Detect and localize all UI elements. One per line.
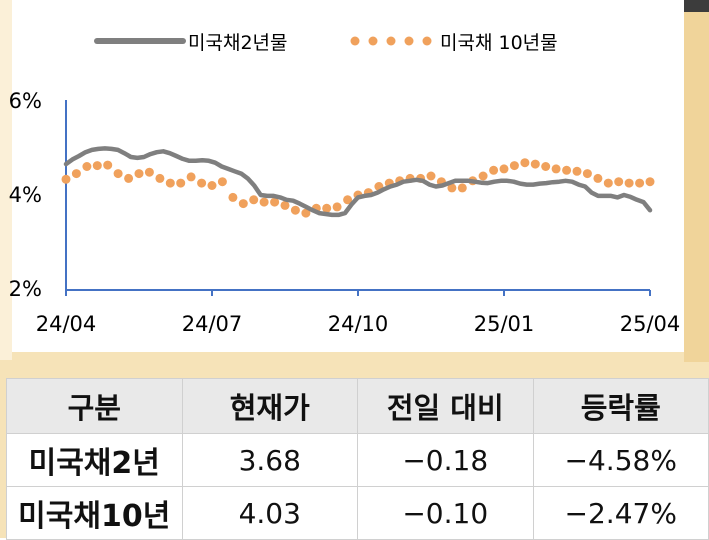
legend-swatch-10y (350, 36, 432, 46)
row-change: −0.10 (357, 486, 534, 540)
series-10y-point (447, 183, 457, 193)
series-10y-point (197, 178, 207, 188)
legend-dot (422, 36, 432, 46)
series-10y-point (124, 173, 134, 183)
series-10y-point (624, 178, 634, 188)
table-row: 미국채10년 4.03 −0.10 −2.47% (6, 486, 709, 540)
series-10y-point (71, 169, 81, 179)
header-price: 현재가 (181, 378, 358, 434)
series-10y-point (176, 178, 186, 188)
y-tick-label: 4% (9, 183, 42, 207)
x-tick-label: 24/10 (328, 312, 389, 336)
series-10y-point (92, 161, 102, 171)
chart-legend: 미국채2년물 미국채 10년물 (94, 32, 558, 54)
chart-panel (12, 0, 684, 352)
x-tick-marks (65, 290, 651, 296)
series-10y-point (457, 183, 467, 193)
legend-dot (368, 36, 378, 46)
plot-area (61, 146, 655, 218)
series-10y-point (61, 174, 71, 184)
row-name: 미국채2년 (6, 433, 183, 487)
series-10y-point (541, 162, 551, 171)
x-tick-label: 24/07 (182, 312, 243, 336)
series-10y-point (426, 171, 436, 181)
x-tick-label: 24/04 (36, 312, 97, 336)
series-10y-point (635, 178, 645, 188)
series-10y-point (134, 169, 144, 179)
series-10y-point (155, 173, 165, 183)
series-10y-point (645, 177, 655, 187)
series-10y-point (144, 167, 154, 177)
table-row: 미국채2년 3.68 −0.18 −4.58% (6, 433, 709, 487)
series-10y-point (165, 178, 175, 188)
series-10y-point (322, 203, 332, 213)
corner-strip (684, 0, 709, 12)
series-10y-point (82, 162, 92, 171)
series-10y-point (572, 166, 582, 176)
series-10y-point (217, 177, 227, 187)
series-10y-point (562, 165, 572, 175)
yield-quote-table: 구분 현재가 전일 대비 등락률 미국채2년 3.68 −0.18 −4.58%… (6, 378, 709, 540)
header-category: 구분 (6, 378, 183, 434)
treasury-yield-chart: 미국채2년물 미국채 10년물 6% 4% 2% 24/04 24/07 24/… (9, 32, 681, 336)
series-10y-point (520, 158, 530, 168)
series-10y-point (290, 205, 300, 215)
series-10y-point (509, 161, 519, 171)
series-10y-point (603, 178, 613, 188)
series-10y-point (593, 173, 603, 183)
series-10y-point (103, 160, 113, 170)
frame-right-edge (684, 12, 709, 362)
series-10y-point (530, 159, 540, 169)
row-rate: −2.47% (532, 486, 709, 540)
row-price: 4.03 (181, 486, 358, 540)
y-tick-label: 2% (9, 277, 42, 301)
series-10y-point (478, 171, 488, 181)
series-10y-point (113, 169, 123, 179)
series-10y-point (228, 192, 238, 202)
series-10y-point (238, 199, 248, 209)
legend-label-10y: 미국채 10년물 (440, 32, 558, 54)
legend-dot (404, 36, 414, 46)
legend-label-2y: 미국채2년물 (188, 32, 288, 54)
series-10y-point (614, 177, 624, 187)
legend-dot (350, 36, 360, 46)
series-10y-point (489, 165, 499, 175)
series-10y-point (551, 164, 561, 174)
series-10y-point (249, 195, 259, 205)
header-change: 전일 대비 (357, 378, 534, 434)
series-10y-point (343, 195, 353, 205)
series-10y-point (301, 208, 311, 218)
series-10y-point (207, 181, 217, 190)
frame-left-edge (0, 0, 12, 360)
series-2y-line (63, 146, 653, 218)
row-price: 3.68 (181, 433, 358, 487)
y-tick-label: 6% (9, 89, 42, 113)
series-10y-point (499, 164, 509, 174)
series-10y-point (259, 197, 269, 207)
series-10y-point (332, 202, 342, 212)
header-rate: 등락률 (532, 378, 709, 434)
legend-dot (386, 36, 396, 46)
table-header-row: 구분 현재가 전일 대비 등락률 (6, 378, 709, 434)
x-tick-label: 25/01 (474, 312, 535, 336)
row-name: 미국채10년 (6, 486, 183, 540)
x-tick-label: 25/04 (620, 312, 681, 336)
row-change: −0.18 (357, 433, 534, 487)
series-10y-point (280, 200, 290, 210)
row-rate: −4.58% (532, 433, 709, 487)
series-10y-point (270, 197, 280, 207)
series-10y-point (186, 172, 196, 182)
series-10y-point (582, 169, 592, 179)
